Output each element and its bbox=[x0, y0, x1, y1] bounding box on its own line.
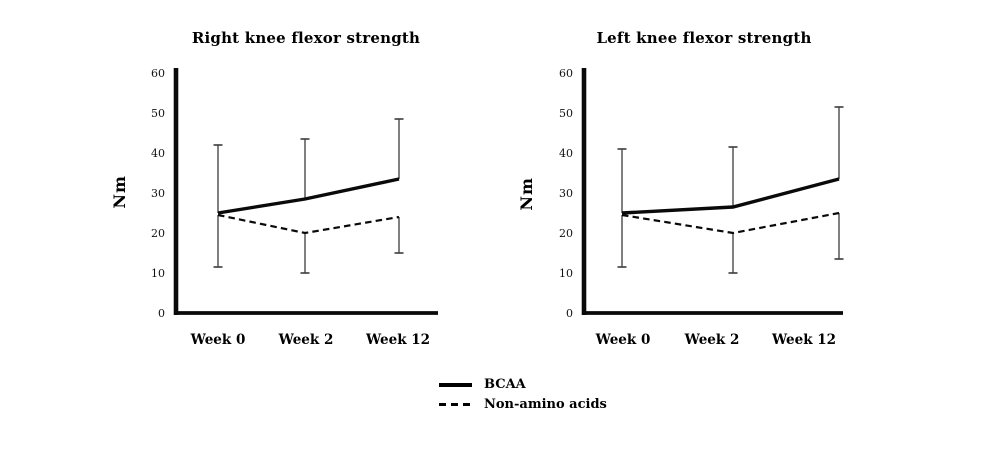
y-tick-label: 60 bbox=[151, 67, 165, 80]
legend-item-bcaa: BCAA bbox=[439, 378, 607, 391]
non-amino-dashed-line-swatch bbox=[439, 403, 472, 406]
y-tick-label: 20 bbox=[151, 227, 165, 240]
y-tick-label: 10 bbox=[151, 267, 165, 280]
y-tick-label: 30 bbox=[559, 187, 573, 200]
y-tick-label: 50 bbox=[151, 107, 165, 120]
y-axis-label-left-chart: Nm bbox=[110, 175, 129, 209]
y-tick-label: 10 bbox=[559, 267, 573, 280]
y-tick-label: 40 bbox=[151, 147, 165, 160]
y-tick-label: 60 bbox=[559, 67, 573, 80]
y-tick-label: 30 bbox=[151, 187, 165, 200]
chart-title-left-knee: Left knee flexor strength bbox=[596, 29, 812, 47]
bcaa-series-line bbox=[217, 177, 400, 215]
bcaa-legend-label: BCAA bbox=[484, 377, 526, 392]
x-category-label: Week 0 bbox=[190, 332, 246, 348]
left-knee-flexor-chart: 0 10 20 30 40 50 60 Week 0 Week 2 Week 12 bbox=[559, 67, 844, 348]
y-tick-label: 20 bbox=[559, 227, 573, 240]
y-tick-label: 40 bbox=[559, 147, 573, 160]
chart-title-right-knee: Right knee flexor strength bbox=[191, 29, 421, 47]
y-tick-label: 50 bbox=[559, 107, 573, 120]
x-category-label: Week 2 bbox=[684, 332, 740, 348]
right-knee-flexor-chart: 0 10 20 30 40 50 60 Week 0 Week 2 Week 12 bbox=[151, 67, 438, 348]
legend-item-non-amino-acids: Non-amino acids bbox=[439, 398, 607, 411]
legend: BCAA Non-amino acids bbox=[439, 378, 607, 411]
x-category-label: Week 12 bbox=[771, 332, 836, 348]
bcaa-solid-line-swatch bbox=[439, 382, 472, 387]
non-amino-series-line bbox=[621, 211, 840, 235]
y-axis-label-right-chart: Nm bbox=[517, 177, 536, 211]
non-amino-legend-label: Non-amino acids bbox=[484, 397, 607, 412]
bcaa-series-line bbox=[621, 177, 840, 215]
x-category-label: Week 2 bbox=[278, 332, 334, 348]
x-category-label: Week 0 bbox=[595, 332, 651, 348]
y-tick-label: 0 bbox=[158, 307, 165, 320]
x-category-label: Week 12 bbox=[365, 332, 430, 348]
y-tick-label: 0 bbox=[566, 307, 573, 320]
non-amino-series-line bbox=[217, 213, 400, 235]
